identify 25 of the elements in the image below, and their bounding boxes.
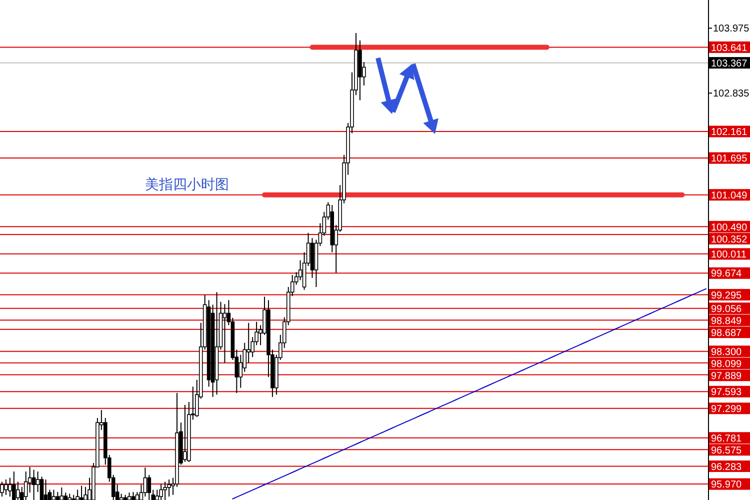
ref-line-label: 101.695 xyxy=(711,154,748,165)
ref-line-label: 99.295 xyxy=(711,290,742,302)
y-tick-label: 102.835 xyxy=(713,88,750,100)
ref-line-label: 100.352 xyxy=(711,234,748,246)
ref-line-label: 98.099 xyxy=(711,358,742,370)
ref-line-label: 96.575 xyxy=(711,445,742,456)
ref-line-label: 99.674 xyxy=(711,268,742,280)
ref-line-label: 103.367 xyxy=(711,58,748,70)
ref-line-label: 102.161 xyxy=(711,127,748,138)
text: 美指四小时图 xyxy=(145,177,229,193)
ref-line-label: 98.849 xyxy=(711,316,742,327)
ref-line-label: 97.889 xyxy=(711,370,742,382)
ref-line-label: 96.781 xyxy=(711,433,742,444)
ref-line-label: 97.299 xyxy=(711,404,742,415)
ref-line-label: 103.641 xyxy=(711,42,748,54)
ref-line-label: 98.687 xyxy=(711,328,742,339)
y-tick-label: 103.975 xyxy=(713,24,750,35)
ref-line-label: 100.490 xyxy=(711,222,748,234)
ref-line-label: 96.283 xyxy=(711,462,742,473)
ref-line-label: 98.300 xyxy=(711,346,742,358)
ref-line-label: 99.056 xyxy=(711,304,742,315)
ref-line-label: 100.011 xyxy=(711,250,747,261)
ref-line-label: 95.970 xyxy=(711,480,742,491)
ref-line-label: 97.593 xyxy=(711,387,742,398)
ref-line-label: 101.049 xyxy=(711,190,748,202)
